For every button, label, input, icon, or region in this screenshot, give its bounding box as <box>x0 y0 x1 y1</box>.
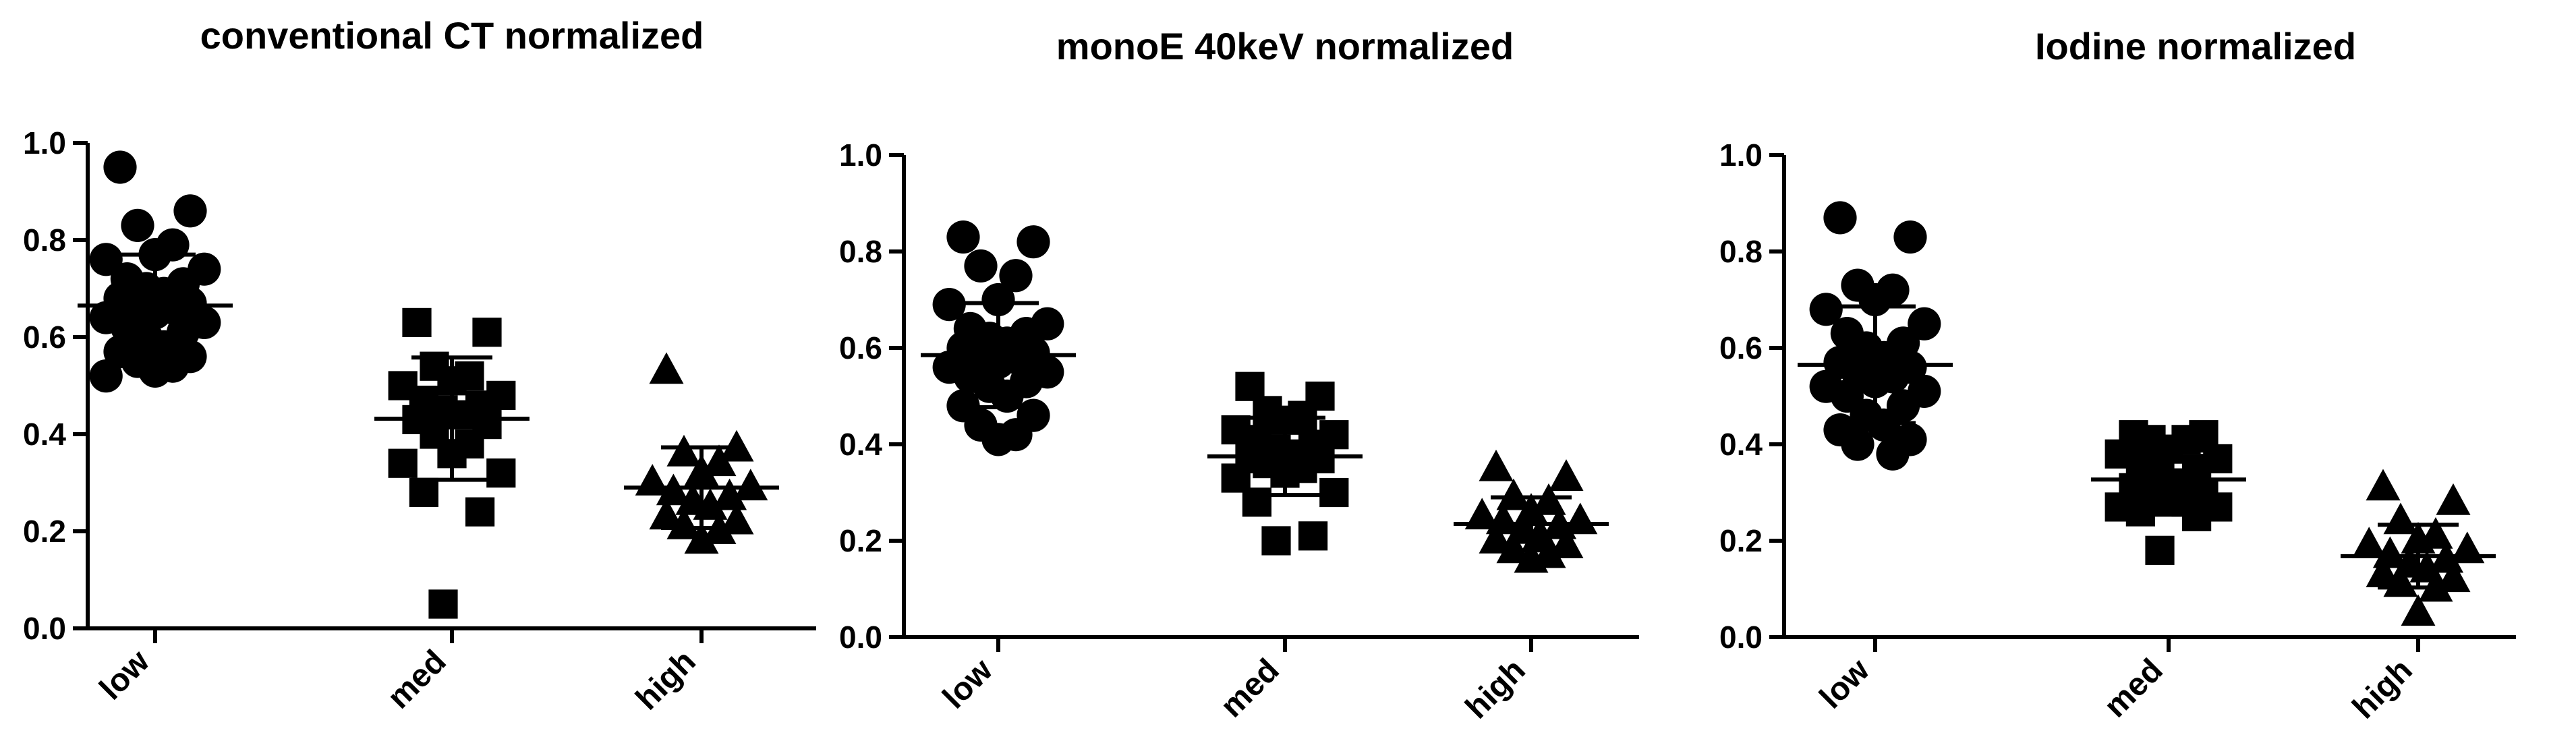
x-tick-label-med: med <box>2098 652 2170 724</box>
data-point-low <box>1823 201 1857 235</box>
y-tick-label: 0.4 <box>23 417 66 452</box>
series-low <box>1798 201 1953 471</box>
data-point-low <box>138 354 172 388</box>
data-point-low <box>173 194 207 228</box>
data-point-low <box>999 259 1033 293</box>
y-tick-label: 0.2 <box>1719 523 1763 558</box>
data-point-high <box>2436 560 2471 593</box>
data-point-low <box>1908 307 1941 340</box>
data-point-high <box>649 352 684 384</box>
data-point-high <box>1549 459 1584 491</box>
data-point-high <box>2351 527 2386 559</box>
series-med <box>374 307 529 619</box>
data-point-low <box>1876 437 1910 471</box>
y-tick-label: 0.2 <box>839 523 882 558</box>
data-point-med <box>1261 526 1291 556</box>
data-point-low <box>89 243 123 276</box>
data-point-high <box>1479 449 1514 481</box>
y-tick-label: 0.4 <box>839 427 882 462</box>
data-point-med <box>388 448 418 478</box>
series-high <box>1454 449 1609 573</box>
data-point-low <box>1809 293 1843 326</box>
series-high <box>624 352 779 554</box>
data-point-high <box>1479 522 1514 554</box>
x-tick-label-low: low <box>936 652 1000 716</box>
chart-panel-2: monoE 40keV normalized 0.0 0.2 0.4 0.6 0.8 1.0… <box>839 25 1639 725</box>
y-tick-label: 0.8 <box>1719 234 1763 269</box>
data-point-med <box>2145 535 2175 565</box>
data-point-med <box>1242 487 1271 517</box>
y-tick-label: 0.8 <box>23 222 66 258</box>
data-point-high <box>1514 541 1549 573</box>
data-point-high <box>2366 556 2401 587</box>
chart-title: monoE 40keV normalized <box>1056 25 1514 67</box>
series-med <box>1207 372 1363 556</box>
data-point-low <box>932 288 966 322</box>
data-point-low <box>121 208 154 242</box>
y-tick-label: 0.6 <box>23 320 66 355</box>
data-point-low <box>964 249 998 283</box>
data-point-low <box>981 283 1015 317</box>
data-point-med <box>2125 497 2155 527</box>
data-point-high <box>1464 498 1499 530</box>
y-tick-label: 1.0 <box>23 125 66 160</box>
data-point-low <box>1893 220 1927 254</box>
y-tick-label: 0.6 <box>1719 330 1763 365</box>
y-tick-label: 1.0 <box>1719 138 1763 173</box>
data-point-low <box>1841 427 1874 461</box>
data-point-med <box>409 477 438 507</box>
data-point-high <box>2366 469 2401 501</box>
data-point-high <box>649 498 684 530</box>
y-tick-label: 0.2 <box>23 514 66 549</box>
data-point-high <box>702 444 737 477</box>
x-tick-label-high: high <box>2346 652 2420 725</box>
data-point-high <box>1563 502 1598 535</box>
data-point-low <box>946 220 980 254</box>
y-tick-label: 0.4 <box>1719 427 1763 462</box>
data-point-med <box>1319 477 1349 508</box>
data-point-med <box>428 589 458 619</box>
data-point-high <box>2401 594 2436 626</box>
data-point-med <box>465 497 495 527</box>
y-tick-label: 0.0 <box>1719 620 1763 655</box>
chart-title: conventional CT normalized <box>200 14 704 57</box>
data-point-high <box>1496 531 1531 564</box>
series-med <box>2091 420 2246 565</box>
chart-title: Iodine normalized <box>2035 25 2356 67</box>
data-point-med <box>472 318 502 347</box>
data-point-med <box>486 458 516 488</box>
x-tick-label-high: high <box>1459 652 1533 725</box>
data-point-high <box>712 478 747 510</box>
x-tick-label-low: low <box>93 643 157 707</box>
x-tick-label-low: low <box>1813 652 1877 716</box>
x-tick-label-med: med <box>1214 652 1286 724</box>
y-tick-label: 0.6 <box>839 330 882 365</box>
data-point-high <box>1496 478 1531 510</box>
series-low <box>921 220 1076 456</box>
data-point-low <box>89 359 123 393</box>
y-tick-label: 0.8 <box>839 234 882 269</box>
series-high <box>2341 469 2496 626</box>
data-point-high <box>733 469 768 501</box>
y-tick-label: 0.0 <box>839 620 882 655</box>
data-point-high <box>2383 502 2418 535</box>
series-low <box>78 150 233 393</box>
y-tick-label: 0.0 <box>23 611 66 646</box>
data-point-low <box>103 150 137 184</box>
data-point-high <box>666 507 702 539</box>
y-tick-label: 1.0 <box>839 138 882 173</box>
chart-panel-1: conventional CT normalized 0.0 0.2 0.4 0.6 0.… <box>23 14 816 717</box>
chart-panel-3: Iodine normalized 0.0 0.2 0.4 0.6 0.8 1.0 low me… <box>1719 25 2516 725</box>
data-point-high <box>666 434 702 467</box>
data-point-med <box>1298 521 1328 551</box>
data-point-low <box>1017 225 1050 259</box>
x-tick-label-med: med <box>381 643 453 715</box>
data-point-med <box>402 307 432 337</box>
data-point-low <box>981 423 1015 456</box>
data-point-high <box>2436 483 2471 515</box>
data-point-high <box>684 522 719 554</box>
x-tick-label-high: high <box>629 643 703 717</box>
